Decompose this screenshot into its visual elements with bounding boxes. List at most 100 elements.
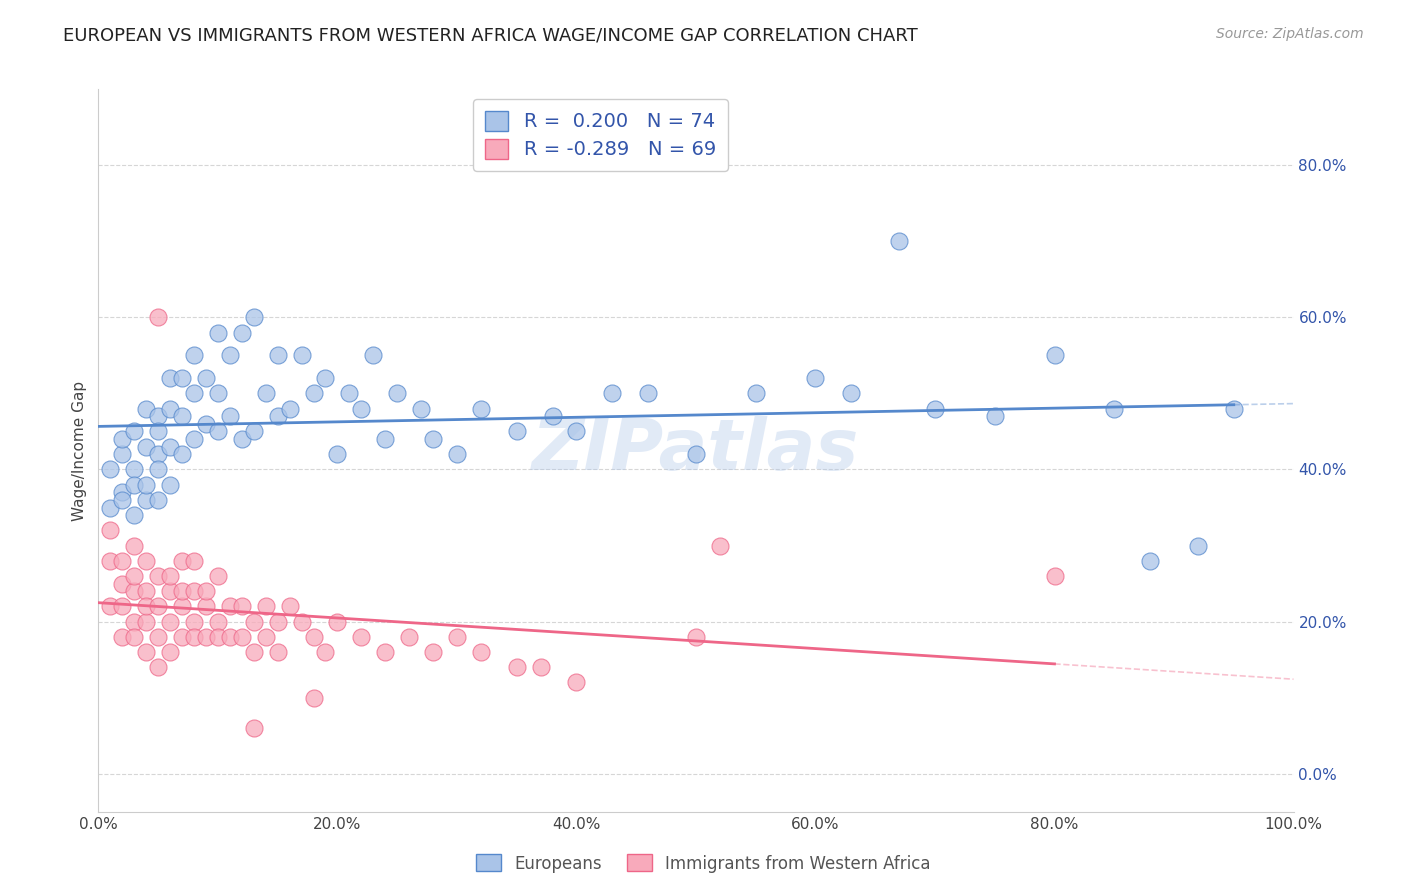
Point bbox=[135, 554, 157, 568]
Point bbox=[124, 569, 146, 583]
Point bbox=[984, 409, 1007, 424]
Point bbox=[267, 348, 290, 362]
Point bbox=[148, 447, 170, 461]
Point bbox=[159, 569, 181, 583]
Point bbox=[135, 645, 157, 659]
Point bbox=[183, 432, 205, 446]
Point bbox=[1187, 539, 1209, 553]
Point bbox=[315, 645, 337, 659]
Point bbox=[195, 371, 218, 385]
Point bbox=[159, 645, 181, 659]
Point bbox=[385, 386, 409, 401]
Point bbox=[709, 539, 731, 553]
Point bbox=[207, 326, 229, 340]
Point bbox=[111, 447, 134, 461]
Point bbox=[183, 584, 205, 599]
Point bbox=[231, 432, 253, 446]
Point bbox=[685, 447, 707, 461]
Point bbox=[98, 500, 122, 515]
Point bbox=[135, 599, 157, 614]
Point bbox=[195, 630, 218, 644]
Point bbox=[243, 721, 266, 735]
Point bbox=[302, 690, 325, 705]
Point bbox=[422, 432, 444, 446]
Point bbox=[231, 326, 253, 340]
Point bbox=[254, 599, 277, 614]
Point bbox=[411, 401, 433, 416]
Point bbox=[422, 645, 444, 659]
Point bbox=[183, 630, 205, 644]
Point bbox=[135, 584, 157, 599]
Point bbox=[219, 348, 242, 362]
Point bbox=[172, 409, 194, 424]
Point bbox=[267, 409, 290, 424]
Point bbox=[243, 425, 266, 439]
Point bbox=[541, 409, 564, 424]
Point bbox=[172, 371, 194, 385]
Point bbox=[350, 630, 373, 644]
Point bbox=[159, 477, 181, 491]
Point bbox=[148, 660, 170, 674]
Point bbox=[148, 599, 170, 614]
Point bbox=[207, 386, 229, 401]
Point bbox=[98, 462, 122, 476]
Legend: Europeans, Immigrants from Western Africa: Europeans, Immigrants from Western Afric… bbox=[470, 847, 936, 880]
Point bbox=[254, 630, 277, 644]
Point bbox=[159, 615, 181, 629]
Point bbox=[506, 425, 529, 439]
Point bbox=[111, 485, 134, 500]
Point bbox=[207, 569, 229, 583]
Point bbox=[339, 386, 361, 401]
Point bbox=[841, 386, 863, 401]
Point bbox=[148, 569, 170, 583]
Point bbox=[124, 615, 146, 629]
Point bbox=[506, 660, 529, 674]
Point bbox=[207, 630, 229, 644]
Point bbox=[446, 447, 468, 461]
Point bbox=[315, 371, 337, 385]
Point bbox=[124, 584, 146, 599]
Point bbox=[111, 554, 134, 568]
Point bbox=[291, 348, 314, 362]
Point bbox=[148, 630, 170, 644]
Point bbox=[135, 477, 157, 491]
Point bbox=[135, 615, 157, 629]
Point bbox=[470, 645, 492, 659]
Point bbox=[159, 371, 181, 385]
Point bbox=[231, 630, 253, 644]
Point bbox=[1223, 401, 1246, 416]
Point bbox=[1104, 401, 1126, 416]
Point bbox=[267, 615, 290, 629]
Point bbox=[124, 539, 146, 553]
Point bbox=[183, 615, 205, 629]
Point bbox=[207, 615, 229, 629]
Point bbox=[124, 508, 146, 522]
Point bbox=[565, 675, 588, 690]
Point bbox=[924, 401, 946, 416]
Point bbox=[374, 432, 396, 446]
Point bbox=[219, 599, 242, 614]
Point bbox=[135, 492, 157, 507]
Point bbox=[111, 630, 134, 644]
Point bbox=[159, 440, 181, 454]
Point bbox=[172, 584, 194, 599]
Point bbox=[278, 401, 301, 416]
Point bbox=[363, 348, 385, 362]
Point bbox=[219, 630, 242, 644]
Point bbox=[148, 425, 170, 439]
Point bbox=[889, 235, 911, 249]
Point bbox=[111, 432, 134, 446]
Point bbox=[446, 630, 468, 644]
Point bbox=[159, 401, 181, 416]
Point bbox=[243, 310, 266, 325]
Point bbox=[111, 599, 134, 614]
Point bbox=[111, 492, 134, 507]
Point bbox=[172, 599, 194, 614]
Point bbox=[195, 599, 218, 614]
Point bbox=[183, 348, 205, 362]
Point bbox=[148, 492, 170, 507]
Point bbox=[602, 386, 624, 401]
Point bbox=[1043, 569, 1066, 583]
Point bbox=[243, 645, 266, 659]
Point bbox=[195, 584, 218, 599]
